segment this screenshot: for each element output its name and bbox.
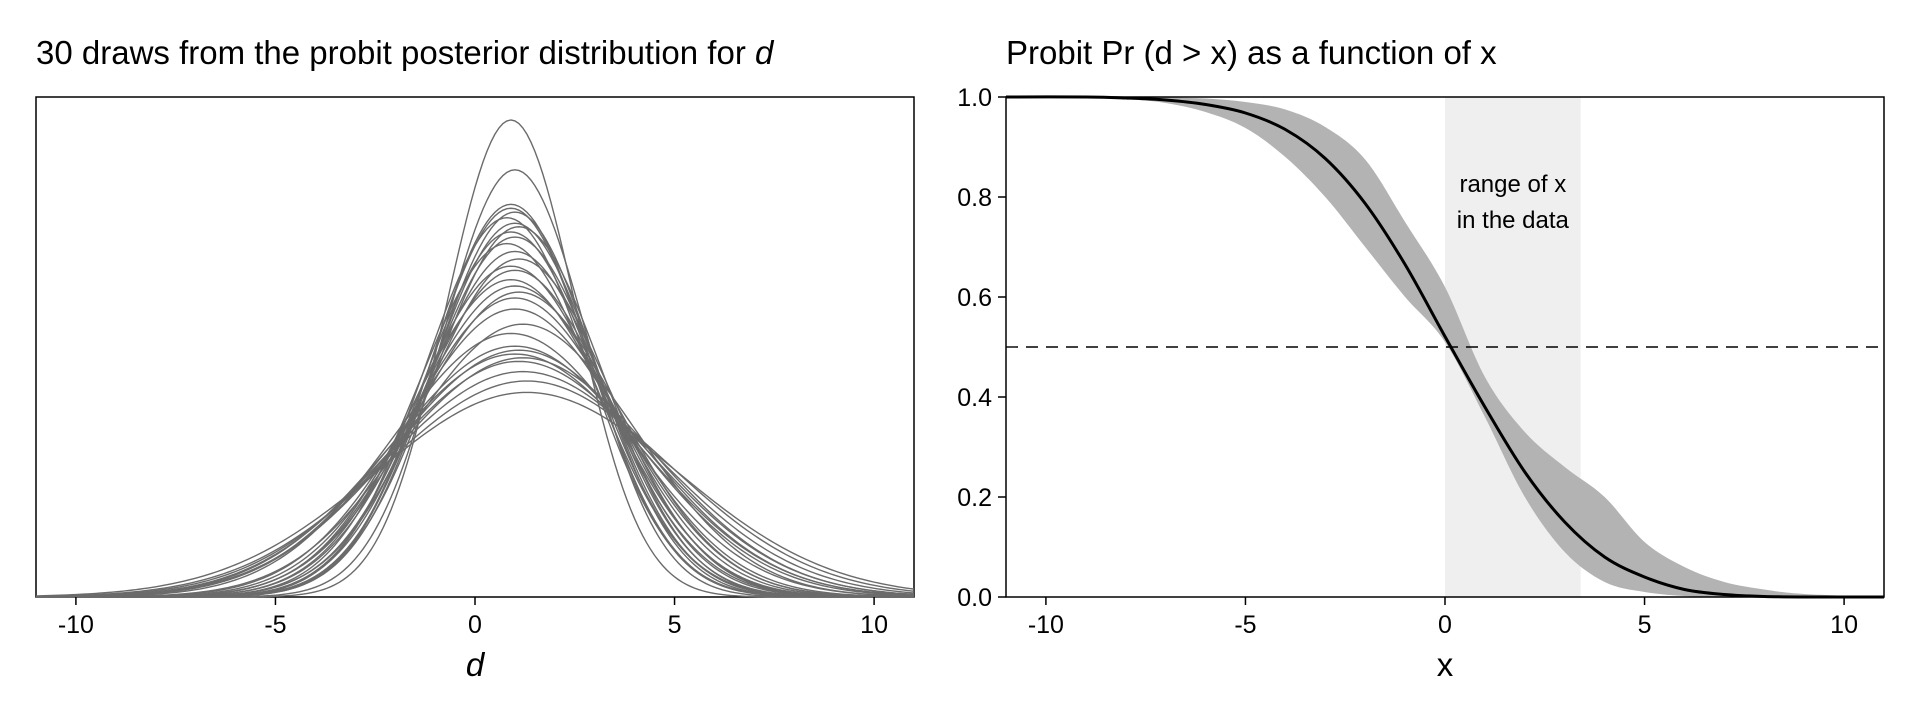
- posterior-draw-line: [36, 222, 914, 598]
- posterior-draw-line: [36, 226, 914, 598]
- posterior-draw-line: [35, 357, 915, 598]
- data-range-label-line1: range of x: [1459, 171, 1566, 198]
- left-chart: 30 draws from the probit posterior distr…: [35, 34, 915, 683]
- y-tick-label: 0.2: [957, 484, 992, 512]
- posterior-draw-line: [36, 285, 915, 598]
- x-tick-label: -5: [1234, 611, 1256, 639]
- posterior-draw-line: [35, 353, 915, 598]
- x-tick-label: -10: [58, 611, 94, 639]
- posterior-draw-line: [36, 231, 915, 598]
- x-tick-label: 10: [1830, 611, 1858, 639]
- posterior-draw-line: [35, 360, 915, 598]
- left-x-axis-label: d: [466, 646, 486, 683]
- posterior-draw-line: [36, 297, 915, 598]
- data-range-label-line2: in the data: [1457, 207, 1570, 234]
- x-tick-label: 10: [860, 611, 888, 639]
- y-tick-label: 0.0: [957, 584, 992, 612]
- right-y-ticks: 0.0 0.2 0.4 0.6 0.8 1.0: [957, 84, 1006, 612]
- x-tick-label: -5: [264, 611, 286, 639]
- posterior-draw-line: [36, 207, 914, 598]
- posterior-draw-line: [36, 236, 914, 598]
- x-tick-label: 5: [668, 611, 682, 639]
- posterior-draw-line: [35, 380, 915, 598]
- posterior-draw-line: [35, 391, 915, 597]
- posterior-draw-line: [36, 291, 915, 598]
- y-tick-label: 0.6: [957, 284, 992, 312]
- posterior-draw-line: [35, 332, 915, 598]
- posterior-draw-line: [35, 308, 915, 598]
- posterior-draw-line: [36, 323, 915, 598]
- y-tick-label: 1.0: [957, 84, 992, 112]
- x-tick-label: 0: [468, 611, 482, 639]
- posterior-draw-line: [35, 349, 915, 598]
- left-chart-title: 30 draws from the probit posterior distr…: [36, 34, 775, 71]
- left-curves: [35, 119, 915, 598]
- posterior-draw-line: [35, 370, 915, 598]
- right-chart-title: Probit Pr (d > x) as a function of x: [1006, 34, 1497, 71]
- x-tick-label: -10: [1028, 611, 1064, 639]
- right-plot: range of x in the data: [1005, 95, 1885, 599]
- y-tick-label: 0.4: [957, 384, 992, 412]
- right-x-ticks: -10 -5 0 5 10: [1028, 597, 1858, 639]
- left-x-ticks: -10 -5 0 5 10: [58, 597, 888, 639]
- posterior-draw-line: [36, 169, 914, 598]
- mean-probability-line: [1005, 95, 1885, 599]
- x-tick-label: 0: [1438, 611, 1452, 639]
- right-x-axis-label: x: [1437, 646, 1454, 683]
- posterior-draw-line: [36, 250, 914, 598]
- y-tick-label: 0.8: [957, 184, 992, 212]
- x-tick-label: 5: [1638, 611, 1652, 639]
- right-chart: Probit Pr (d > x) as a function of x ran…: [957, 34, 1885, 683]
